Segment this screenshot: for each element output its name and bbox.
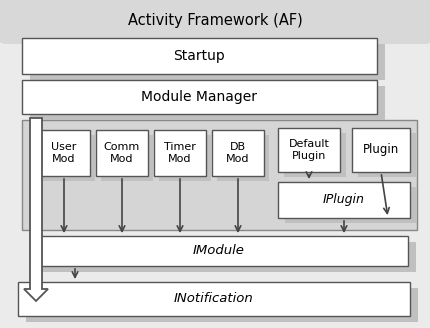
- FancyBboxPatch shape: [277, 182, 409, 218]
- FancyBboxPatch shape: [357, 133, 415, 177]
- FancyBboxPatch shape: [26, 288, 417, 322]
- FancyBboxPatch shape: [96, 130, 147, 176]
- Polygon shape: [24, 118, 48, 301]
- Text: IPlugin: IPlugin: [322, 194, 364, 207]
- Text: DB
Mod: DB Mod: [226, 142, 249, 164]
- Text: Activity Framework (AF): Activity Framework (AF): [128, 13, 302, 29]
- Text: Comm
Mod: Comm Mod: [104, 142, 140, 164]
- FancyBboxPatch shape: [30, 44, 384, 80]
- FancyBboxPatch shape: [22, 120, 416, 230]
- FancyBboxPatch shape: [22, 38, 376, 74]
- Text: Default
Plugin: Default Plugin: [288, 139, 329, 161]
- FancyBboxPatch shape: [30, 86, 384, 120]
- Text: INotification: INotification: [174, 293, 253, 305]
- FancyBboxPatch shape: [283, 133, 345, 177]
- FancyBboxPatch shape: [277, 128, 339, 172]
- Text: IModule: IModule: [193, 244, 244, 257]
- FancyBboxPatch shape: [159, 135, 211, 181]
- FancyBboxPatch shape: [43, 135, 95, 181]
- FancyBboxPatch shape: [284, 187, 416, 223]
- Text: User
Mod: User Mod: [51, 142, 77, 164]
- Text: Module Manager: Module Manager: [141, 90, 257, 104]
- Text: Startup: Startup: [173, 49, 225, 63]
- FancyBboxPatch shape: [216, 135, 268, 181]
- FancyBboxPatch shape: [212, 130, 264, 176]
- FancyBboxPatch shape: [154, 130, 206, 176]
- FancyBboxPatch shape: [38, 242, 415, 272]
- FancyBboxPatch shape: [101, 135, 153, 181]
- FancyBboxPatch shape: [22, 80, 376, 114]
- FancyBboxPatch shape: [38, 130, 90, 176]
- FancyBboxPatch shape: [0, 0, 430, 44]
- FancyBboxPatch shape: [18, 282, 409, 316]
- Text: Plugin: Plugin: [362, 144, 398, 156]
- Text: Timer
Mod: Timer Mod: [164, 142, 196, 164]
- FancyBboxPatch shape: [30, 236, 407, 266]
- FancyBboxPatch shape: [351, 128, 409, 172]
